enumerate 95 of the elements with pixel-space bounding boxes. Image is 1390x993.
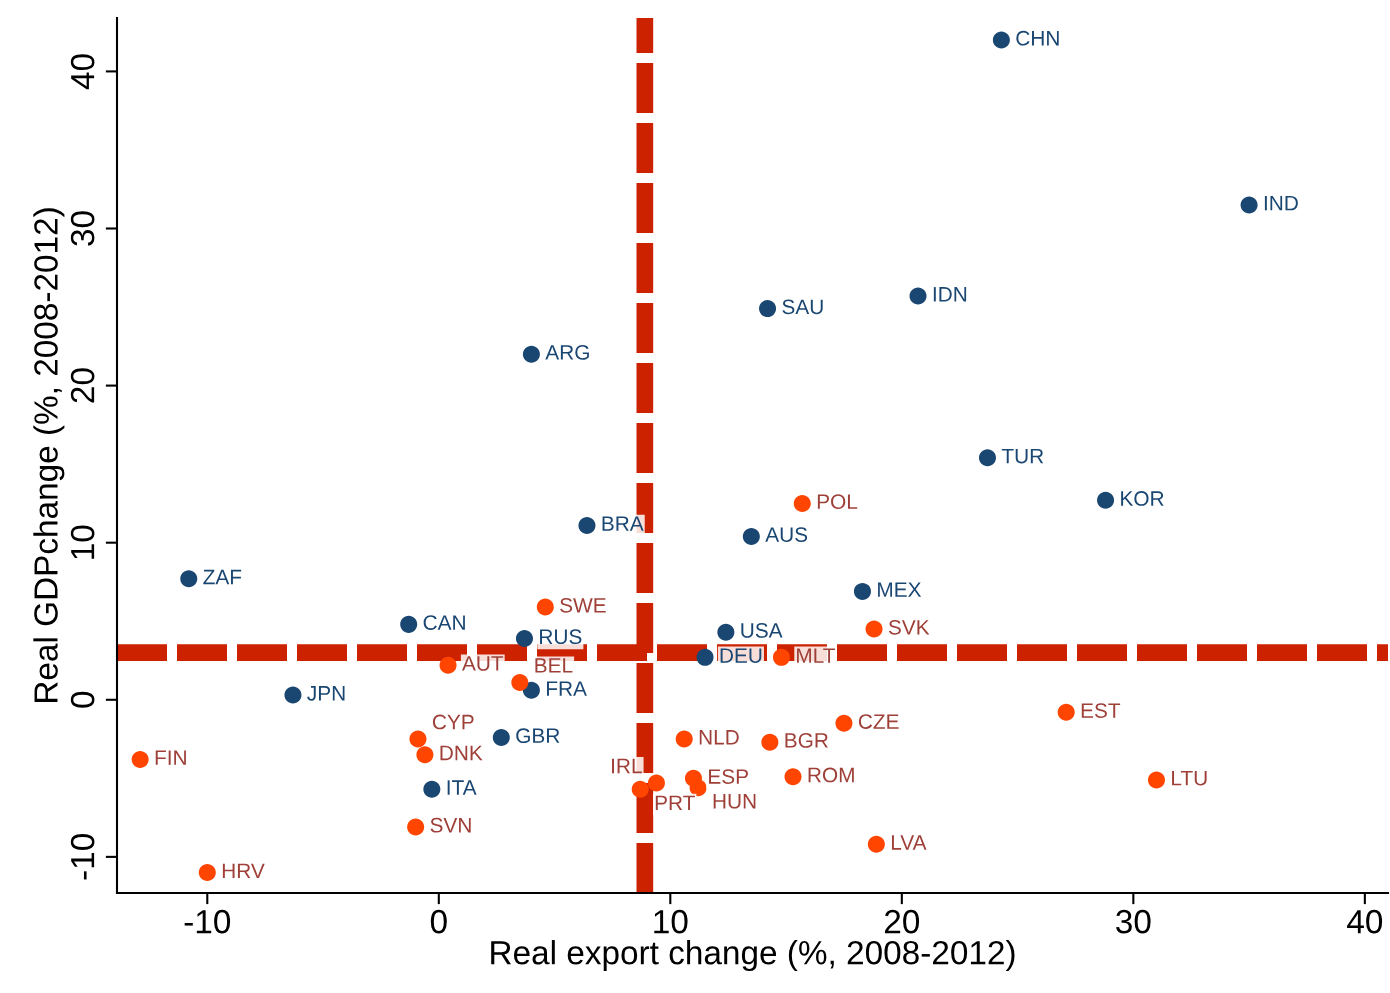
point <box>439 656 457 674</box>
point <box>492 728 510 746</box>
annotation: BGR <box>785 733 828 748</box>
annotation: DEU <box>720 648 762 663</box>
x-tick-label: 10 <box>654 909 688 934</box>
annotation: LVA <box>891 835 927 850</box>
point <box>180 570 198 588</box>
annotation: KOR <box>1121 491 1164 506</box>
point <box>423 780 441 798</box>
annotation: CAN <box>423 615 465 630</box>
annotation: EST <box>1081 703 1121 718</box>
point <box>407 818 425 836</box>
annotation: IND <box>1264 195 1298 211</box>
annotation: CHN <box>1016 30 1059 46</box>
annotation: SWE <box>560 597 606 613</box>
annotation: USA <box>741 623 783 638</box>
annotation: SVN <box>430 817 471 833</box>
annotation: POL <box>817 494 858 510</box>
point <box>696 648 714 666</box>
point <box>784 768 802 786</box>
y-tick-label: 30 <box>70 211 95 246</box>
annotation: BEL <box>535 658 573 673</box>
annotation: ZAF <box>203 569 242 585</box>
annotation: AUS <box>765 527 808 542</box>
point <box>689 779 707 797</box>
point <box>409 730 427 748</box>
point <box>131 750 149 768</box>
point <box>793 494 811 512</box>
point <box>675 730 693 748</box>
point <box>1147 771 1165 789</box>
annotation: LTU <box>1172 770 1207 786</box>
point <box>1240 196 1258 214</box>
x-tick-label: 30 <box>1116 909 1151 934</box>
point <box>1057 703 1075 721</box>
annotation: ARG <box>545 345 589 360</box>
annotation: CZE <box>858 714 899 729</box>
annotation: MLT <box>797 648 835 663</box>
annotation: HRV <box>222 863 265 878</box>
point <box>992 31 1010 49</box>
annotation: MEX <box>878 582 922 597</box>
annotation: SVK <box>888 619 930 635</box>
point <box>865 620 883 638</box>
point <box>647 774 665 792</box>
point <box>909 287 927 305</box>
annotation: IDN <box>933 287 967 302</box>
point <box>761 733 779 751</box>
annotation: TUR <box>1001 448 1044 464</box>
point <box>759 300 777 318</box>
point <box>978 449 996 467</box>
point <box>742 527 760 545</box>
y-axis-title: Real GDPchange (%, 2008-2012) <box>33 208 65 702</box>
annotation: IRL <box>612 758 642 774</box>
point <box>717 623 735 641</box>
annotation: DNK <box>440 745 483 761</box>
point <box>631 780 649 798</box>
point <box>1097 491 1115 509</box>
point <box>853 582 871 600</box>
point <box>867 835 885 853</box>
x-axis-title: Real export change (%, 2008-2012) <box>491 940 1015 972</box>
point <box>578 516 596 534</box>
annotation: RUS <box>540 629 582 645</box>
annotation: NLD <box>699 730 739 745</box>
annotation: FIN <box>155 750 186 765</box>
y-tick-label: -10 <box>70 834 95 880</box>
annotation: AUT <box>461 656 504 671</box>
annotation: ESP <box>709 769 748 784</box>
point <box>515 630 533 648</box>
x-tick-label: 0 <box>430 909 447 934</box>
annotation: PRT <box>655 795 695 810</box>
annotation: HUN <box>713 794 756 809</box>
point <box>522 681 540 699</box>
annotation: FRA <box>547 681 587 696</box>
point <box>522 345 540 363</box>
point <box>772 648 790 666</box>
annotation: BRA <box>602 516 644 531</box>
y-tick-label: 0 <box>70 691 95 708</box>
y-tick-label: 10 <box>70 525 95 559</box>
point <box>198 864 216 882</box>
annotation: JPN <box>307 686 345 701</box>
point <box>284 686 302 704</box>
point <box>511 673 529 691</box>
y-tick-label: 20 <box>70 368 95 403</box>
annotation: ROM <box>808 767 854 783</box>
annotation: SAU <box>782 299 823 315</box>
point <box>536 598 554 616</box>
x-tick-label: 20 <box>884 909 920 934</box>
annotation: ITA <box>447 780 477 795</box>
point <box>835 714 853 732</box>
x-tick-label: 40 <box>1347 909 1383 934</box>
annotation: CYP <box>432 714 474 730</box>
x-tick-label: -10 <box>184 909 231 934</box>
point <box>416 746 434 764</box>
y-tick-label: 40 <box>70 54 95 90</box>
annotation: GBR <box>516 728 560 744</box>
point <box>400 615 418 633</box>
